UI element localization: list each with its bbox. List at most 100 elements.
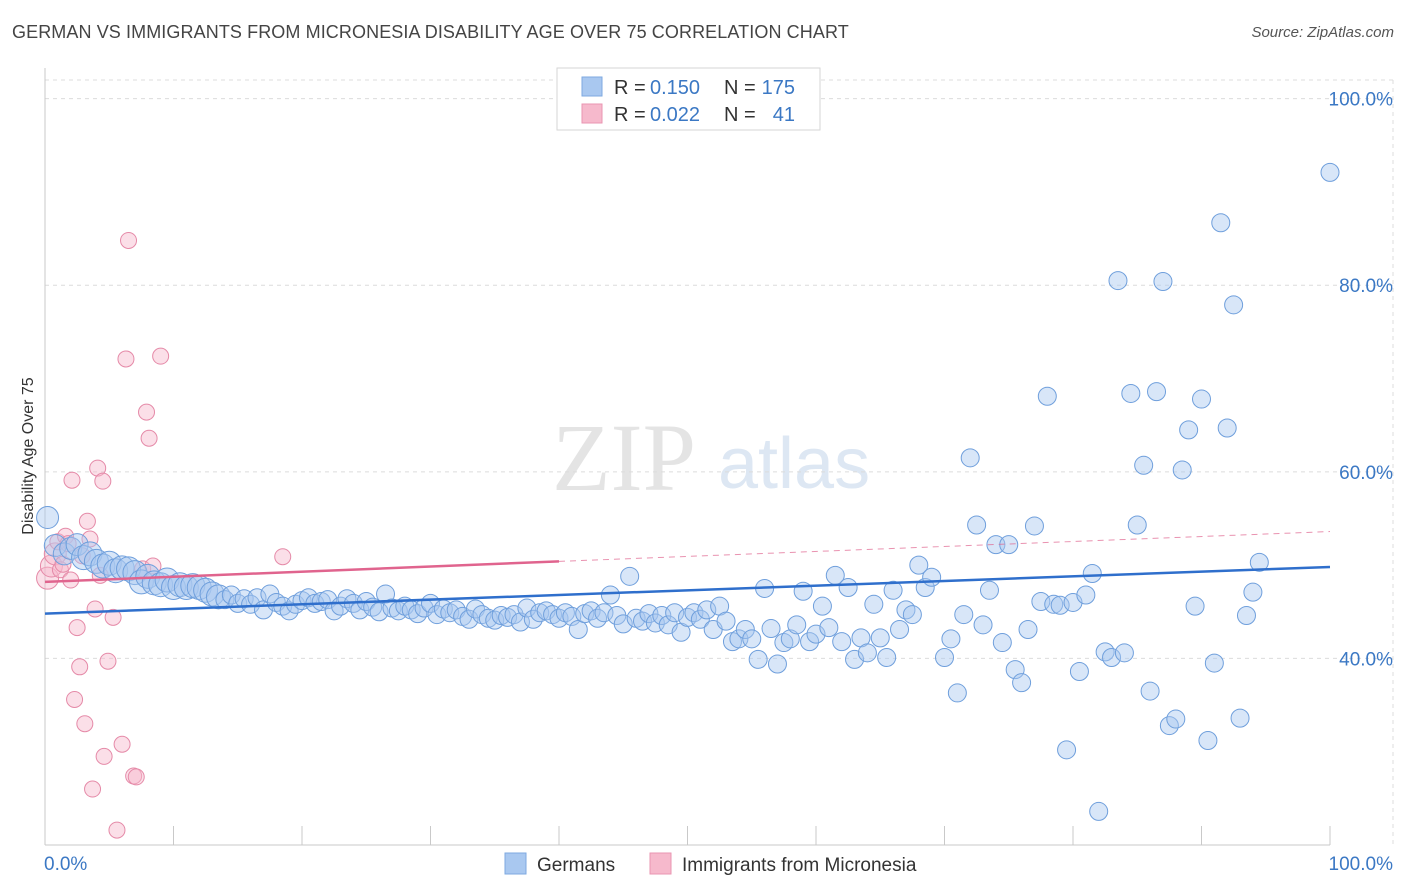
germans-point-180 (1204, 653, 1224, 673)
germans-point-157 (1057, 740, 1077, 760)
germans-point-89 (613, 614, 633, 634)
legend-n-value-germans: 175 (762, 77, 795, 99)
micronesia-point-18 (86, 600, 104, 618)
legend-swatch-micronesia (581, 103, 603, 124)
germans-point-109 (742, 629, 762, 649)
germans-point-102 (697, 600, 717, 620)
germans-point-110 (748, 649, 768, 669)
germans-point-51 (369, 602, 389, 622)
germans-point-143 (967, 515, 987, 535)
germans-point-178 (1192, 389, 1211, 409)
germans-point-141 (954, 605, 974, 625)
germans-point-167 (1121, 383, 1141, 403)
micronesia-point-14 (76, 715, 94, 733)
micronesia-point-27 (117, 350, 135, 368)
germans-point-145 (979, 580, 999, 600)
micronesia-trend-line-extension (558, 531, 1331, 562)
germans-point-140 (947, 683, 967, 703)
germans-point-131 (883, 580, 903, 600)
legend-swatch-germans (581, 76, 603, 97)
germans-point-168 (1127, 515, 1147, 535)
germans-point-132 (890, 619, 910, 639)
germans-point-187 (1249, 552, 1269, 572)
germans-point-150 (1012, 673, 1032, 693)
germans-point-137 (922, 567, 942, 587)
germans-point-65 (459, 609, 479, 629)
micronesia-point-28 (120, 231, 138, 249)
germans-point-161 (1082, 564, 1102, 584)
y-tick-label-40: 40.0% (1339, 649, 1393, 670)
germans-point-162 (1089, 801, 1109, 821)
germans-point-0 (36, 506, 60, 530)
germans-point-155 (1044, 594, 1064, 614)
germans-point-134 (902, 605, 922, 625)
germans-point-159 (1069, 661, 1089, 681)
germans-point-118 (800, 632, 820, 652)
germans-point-128 (864, 594, 884, 614)
legend-n-label-micronesia: N = (724, 104, 756, 126)
bottom-legend-swatch-micronesia (649, 852, 672, 875)
germans-point-151 (1018, 619, 1038, 639)
x-tick-label-max: 100.0% (1329, 854, 1394, 875)
germans-point-154 (1037, 386, 1057, 406)
micronesia-point-10 (66, 690, 84, 708)
micronesia-point-9 (63, 471, 81, 489)
germans-point-124 (838, 578, 858, 598)
germans-point-67 (472, 605, 492, 625)
germans-point-18 (154, 567, 180, 593)
germans-point-142 (960, 448, 980, 468)
germans-point-129 (870, 628, 890, 648)
germans-point-176 (1179, 420, 1199, 440)
micronesia-point-17 (84, 780, 102, 798)
germans-point-105 (716, 611, 736, 631)
micronesia-point-21 (94, 472, 112, 490)
germans-point-175 (1172, 460, 1192, 480)
germans-point-123 (832, 632, 852, 652)
micronesia-point-36 (274, 548, 292, 566)
germans-point-172 (1153, 272, 1173, 292)
germans-point-112 (761, 619, 781, 639)
germans-point-80 (555, 603, 575, 623)
legend-r-label-germans: R = (614, 77, 646, 99)
germans-point-127 (857, 643, 877, 663)
micronesia-point-30 (127, 768, 145, 786)
y-tick-labels: 40.0% 60.0% 80.0% 100.0% (1329, 90, 1394, 671)
source-label: Source: ZipAtlas.com (1251, 24, 1394, 41)
micronesia-point-33 (140, 429, 158, 447)
micronesia-point-26 (113, 735, 131, 753)
germans-point-130 (877, 647, 897, 667)
germans-point-144 (973, 615, 993, 635)
germans-point-82 (568, 619, 588, 639)
germans-point-152 (1024, 516, 1044, 536)
legend: R = 0.150 N = 175 R = 0.022 N = 41 (556, 67, 821, 131)
germans-point-10 (103, 558, 129, 584)
germans-point-52 (376, 584, 396, 604)
germans-point-188 (1320, 162, 1340, 182)
germans-point-114 (774, 633, 794, 653)
y-tick-label-60: 60.0% (1339, 463, 1393, 484)
germans-point-113 (767, 654, 787, 674)
y-axis-title: Disability Age Over 75 (20, 377, 37, 535)
germans-point-184 (1230, 708, 1250, 728)
legend-n-label-germans: N = (724, 77, 756, 99)
germans-point-169 (1134, 455, 1154, 475)
legend-r-label-micronesia: R = (614, 104, 646, 126)
germans-point-121 (819, 618, 839, 638)
germans-point-108 (735, 619, 755, 639)
germans-point-12 (116, 556, 142, 582)
micronesia-point-25 (108, 821, 126, 839)
germans-point-186 (1243, 582, 1263, 602)
micronesia-point-23 (99, 652, 117, 670)
germans-point-3 (59, 536, 83, 560)
germans-point-174 (1166, 709, 1186, 729)
legend-r-value-micronesia: 0.022 (650, 104, 700, 126)
germans-point-170 (1140, 681, 1160, 701)
watermark-atlas: atlas (718, 424, 870, 504)
y-tick-label-80: 80.0% (1339, 276, 1393, 297)
chart-title: GERMAN VS IMMIGRANTS FROM MICRONESIA DIS… (12, 22, 849, 42)
germans-point-74 (517, 598, 537, 618)
watermark-zip: ZIP (552, 404, 696, 511)
germans-point-9 (96, 550, 122, 576)
micronesia-trend-line (44, 560, 560, 584)
